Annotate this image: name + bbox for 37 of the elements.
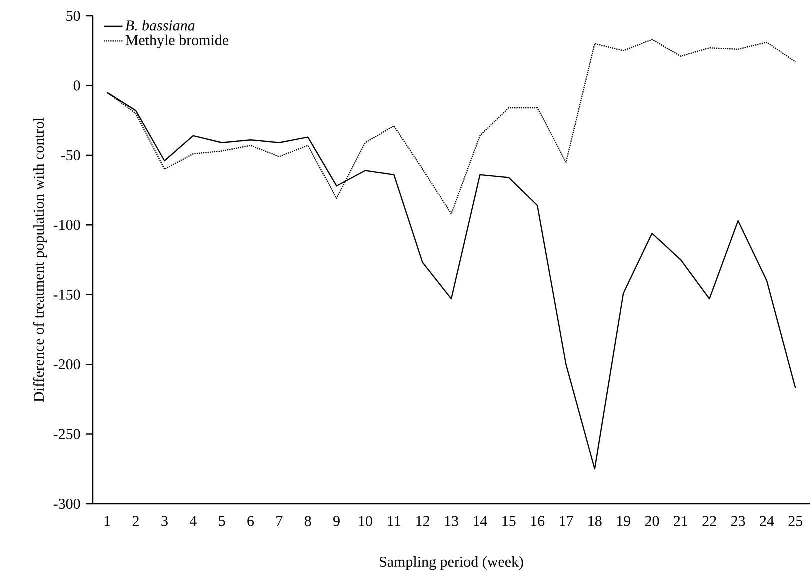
x-tick-label: 24 <box>760 516 774 526</box>
y-axis-title: Difference of treatment population with control <box>33 118 48 402</box>
x-tick-label: 21 <box>674 516 688 526</box>
legend-label: Methyle bromide <box>126 34 229 48</box>
x-axis-title: Sampling period (week) <box>380 556 524 570</box>
x-tick-label: 6 <box>248 516 254 526</box>
x-tick-label: 9 <box>334 516 340 526</box>
x-tick-label: 19 <box>617 516 630 526</box>
legend-label: B. bassiana <box>125 20 195 31</box>
x-tick-label: 2 <box>132 516 139 526</box>
x-tick-label: 23 <box>731 516 746 526</box>
x-tick-label: 17 <box>560 516 574 526</box>
y-tick-label: -300 <box>54 498 80 510</box>
x-tick-label: 3 <box>162 516 168 526</box>
x-tick-label: 1 <box>104 516 110 526</box>
y-tick-label: -100 <box>54 220 80 230</box>
x-tick-label: 7 <box>276 516 283 526</box>
x-tick-label: 4 <box>190 516 197 526</box>
x-tick-label: 8 <box>304 516 312 526</box>
x-tick-label: 22 <box>702 516 716 526</box>
y-tick-label: 50 <box>66 10 80 22</box>
x-tick-label: 18 <box>588 516 602 526</box>
x-tick-label: 25 <box>788 516 803 526</box>
x-tick-label: 13 <box>445 516 458 526</box>
y-tick-label: -250 <box>54 429 80 440</box>
x-tick-label: 20 <box>645 516 660 526</box>
y-tick-label: 0 <box>74 80 80 91</box>
x-tick-label: 11 <box>388 516 400 526</box>
x-tick-label: 16 <box>531 516 545 526</box>
x-tick-label: 5 <box>219 516 226 526</box>
x-tick-label: 14 <box>474 516 488 526</box>
x-tick-label: 10 <box>359 516 372 526</box>
y-tick-label: -50 <box>61 150 80 160</box>
x-tick-label: 12 <box>416 516 430 526</box>
y-tick-label: -200 <box>54 360 80 370</box>
x-tick-label: 15 <box>502 516 516 526</box>
y-tick-label: -150 <box>54 290 80 300</box>
